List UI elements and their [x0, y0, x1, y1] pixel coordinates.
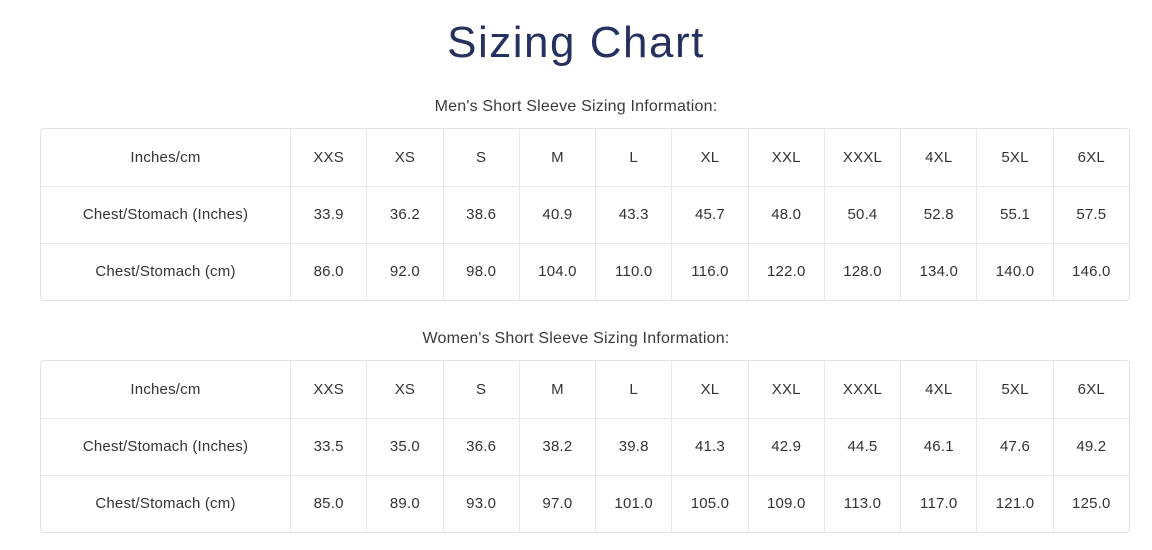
page-title: Sizing Chart	[447, 18, 705, 67]
size-value: 86.0	[290, 242, 367, 300]
size-value: 36.6	[442, 417, 519, 475]
size-value: 97.0	[518, 474, 596, 532]
size-value: 44.5	[823, 417, 901, 475]
row-label: Chest/Stomach (Inches)	[41, 417, 290, 475]
size-value: 105.0	[671, 474, 748, 532]
size-column-header: S	[442, 360, 519, 418]
size-value: 117.0	[900, 474, 977, 532]
size-value: 140.0	[976, 242, 1053, 300]
mens-sizing-table: Inches/cm XXS XS S M L XL XXL XXXL 4XL 5XL 6XL Chest…	[40, 127, 1130, 301]
size-value: 38.2	[518, 417, 596, 475]
size-column-header: 6XL	[1052, 360, 1129, 418]
size-value: 128.0	[823, 242, 901, 300]
size-value: 134.0	[900, 242, 977, 300]
size-column-header: 4XL	[900, 360, 976, 418]
size-column-header: 4XL	[900, 128, 976, 186]
size-value: 98.0	[442, 242, 519, 300]
womens-sizing-section: Women's Short Sleeve Sizing Information:…	[0, 330, 1152, 533]
size-column-header: 6XL	[1052, 128, 1129, 186]
size-header-row: Inches/cm XXS XS S M L XL XXL XXXL 4XL 5XL 6XL	[41, 128, 1129, 186]
size-column-header: 5XL	[976, 360, 1052, 418]
size-value: 93.0	[442, 474, 519, 532]
size-value: 46.1	[900, 417, 977, 475]
unit-column-header: Inches/cm	[130, 148, 201, 166]
size-value: 121.0	[976, 474, 1053, 532]
size-column-header: S	[442, 128, 519, 186]
size-column-header: L	[595, 360, 671, 418]
row-label: Chest/Stomach (cm)	[41, 242, 290, 300]
size-column-header: XXXL	[823, 128, 900, 186]
table-row: Chest/Stomach (Inches) 33.5 35.0 36.6 38.2 39…	[41, 417, 1129, 475]
table-row: Chest/Stomach (Inches) 33.9 36.2 38.6 40.9 43…	[41, 185, 1129, 243]
womens-section-subtitle: Women's Short Sleeve Sizing Information:	[422, 329, 730, 347]
size-value: 43.3	[595, 185, 672, 243]
size-column-header: XXS	[290, 128, 366, 186]
size-value: 92.0	[366, 242, 443, 300]
size-value: 109.0	[747, 474, 824, 532]
size-value: 39.8	[595, 417, 672, 475]
table-row: Chest/Stomach (cm) 85.0 89.0 93.0 97.0 101.0 1…	[41, 474, 1129, 532]
size-value: 122.0	[747, 242, 824, 300]
mens-sizing-section: Men's Short Sleeve Sizing Information: I…	[0, 98, 1152, 301]
unit-column-header: Inches/cm	[130, 380, 201, 398]
row-label: Chest/Stomach (Inches)	[41, 185, 290, 243]
size-column-header: XXL	[747, 360, 824, 418]
size-column-header: XXL	[747, 128, 824, 186]
size-value: 47.6	[976, 417, 1053, 475]
size-value: 49.2	[1052, 417, 1129, 475]
table-row: Chest/Stomach (cm) 86.0 92.0 98.0 104.0 110.0…	[41, 242, 1129, 300]
size-column-header: 5XL	[976, 128, 1052, 186]
size-column-header: XS	[366, 128, 442, 186]
womens-sizing-table: Inches/cm XXS XS S M L XL XXL XXXL 4XL 5XL 6XL Chest…	[40, 359, 1130, 533]
size-value: 33.5	[290, 417, 367, 475]
size-column-header: M	[518, 128, 595, 186]
size-value: 110.0	[595, 242, 672, 300]
size-value: 146.0	[1052, 242, 1129, 300]
size-value: 55.1	[976, 185, 1053, 243]
size-value: 33.9	[290, 185, 367, 243]
size-value: 48.0	[747, 185, 824, 243]
size-header-row: Inches/cm XXS XS S M L XL XXL XXXL 4XL 5XL 6XL	[41, 360, 1129, 418]
sizing-chart-page: Sizing Chart Men's Short Sleeve Sizing I…	[0, 18, 1152, 533]
size-column-header: XL	[671, 128, 747, 186]
size-value: 50.4	[823, 185, 901, 243]
size-column-header: L	[595, 128, 671, 186]
size-value: 38.6	[442, 185, 519, 243]
size-value: 125.0	[1052, 474, 1129, 532]
size-value: 101.0	[595, 474, 672, 532]
size-value: 41.3	[671, 417, 748, 475]
size-column-header: M	[518, 360, 595, 418]
size-value: 116.0	[671, 242, 748, 300]
size-value: 52.8	[900, 185, 977, 243]
size-value: 40.9	[518, 185, 596, 243]
size-column-header: XL	[671, 360, 747, 418]
size-column-header: XXS	[290, 360, 366, 418]
size-column-header: XXXL	[823, 360, 900, 418]
size-value: 36.2	[366, 185, 443, 243]
size-value: 42.9	[747, 417, 824, 475]
mens-section-subtitle: Men's Short Sleeve Sizing Information:	[434, 97, 718, 115]
size-value: 113.0	[823, 474, 901, 532]
size-value: 57.5	[1052, 185, 1129, 243]
row-label: Chest/Stomach (cm)	[41, 474, 290, 532]
size-value: 89.0	[366, 474, 443, 532]
size-value: 45.7	[671, 185, 748, 243]
size-column-header: XS	[366, 360, 442, 418]
size-value: 35.0	[366, 417, 443, 475]
size-value: 85.0	[290, 474, 367, 532]
size-value: 104.0	[518, 242, 596, 300]
